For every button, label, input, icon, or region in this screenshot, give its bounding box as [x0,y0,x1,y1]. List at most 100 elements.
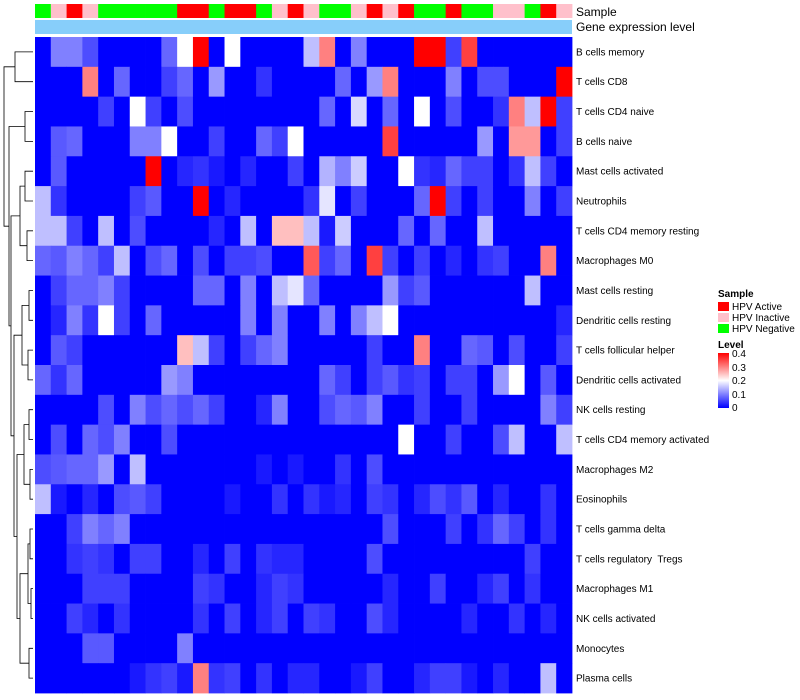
heatmap-cell-t-cells-cd4-naive-27 [445,96,462,127]
heatmap-cell-nk-cells-resting-11 [192,394,210,426]
heatmap-cell-t-cells-gamma-delta-18 [303,514,320,545]
heatmap-cell-macrophages-m1-9 [161,573,178,604]
sample-legend-title: Sample [718,289,754,300]
row-label-t-cells-cd4-naive: T cells CD4 naive [576,107,655,118]
heatmap-cell-dendritic-cells-resting-30 [493,305,510,336]
heatmap-cell-t-cells-cd8-13 [224,66,241,98]
heatmap-cell-t-cells-follicular-helper-34 [556,335,573,366]
heatmap-cell-mast-cells-activated-9 [161,156,178,187]
heatmap-cell-macrophages-m1-15 [256,573,273,604]
heatmap-cell-b-cells-memory-7 [129,37,146,68]
heatmap-cell-mast-cells-resting-29 [477,275,494,306]
heatmap-cell-dendritic-cells-resting-11 [192,305,210,336]
heatmap-cell-t-cells-gamma-delta-8 [145,514,162,545]
heatmap-cell-b-cells-naive-18 [303,126,320,157]
heatmap-cell-b-cells-memory-19 [319,37,336,68]
legend-swatch-hpv-active [718,302,729,311]
sample-cell-31-hpv-inactive [508,4,526,18]
heatmap-cell-macrophages-m1-10 [177,573,194,604]
heatmap-cell-dendritic-cells-activated-8 [145,365,162,396]
heatmap-cell-t-cells-cd8-32 [524,66,541,98]
sample-cell-5-hpv-negative [98,4,115,18]
heatmap-cell-nk-cells-resting-22 [366,394,383,426]
heatmap-cell-monocytes-4 [82,633,99,664]
heatmap-cell-eosinophils-27 [445,484,462,515]
heatmap-cell-mast-cells-resting-2 [50,275,67,306]
heatmap-cell-macrophages-m2-1 [35,454,52,485]
heatmap-cell-nk-cells-resting-30 [493,394,510,426]
heatmap-cell-mast-cells-activated-15 [256,156,273,187]
heatmap-cell-mast-cells-activated-33 [540,156,557,187]
heatmap-cell-t-cells-follicular-helper-10 [177,335,194,366]
heatmap-cell-t-cells-gamma-delta-23 [382,514,399,545]
dendrogram-branch [27,543,31,604]
heatmap-cell-macrophages-m2-10 [177,454,194,485]
heatmap-cell-neutrophils-15 [256,186,273,217]
heatmap-cell-dendritic-cells-activated-7 [129,365,146,396]
heatmap-cell-t-cells-cd4-memory-resting-26 [429,215,447,247]
heatmap-cell-monocytes-16 [271,633,289,664]
heatmap-cell-plasma-cells-8 [145,663,162,694]
heatmap-cell-b-cells-naive-33 [540,126,557,157]
sample-cell-34-hpv-inactive [556,4,573,18]
sample-cell-29-hpv-negative [477,4,494,18]
heatmap-cell-eosinophils-3 [66,484,83,515]
heatmap-cell-b-cells-naive-24 [398,126,415,157]
legend-swatch-hpv-negative [718,324,729,333]
heatmap-cell-plasma-cells-14 [240,663,257,694]
heatmap-cell-t-cells-cd8-29 [477,66,494,98]
heatmap-cell-t-cells-cd4-memory-activated-29 [477,424,494,455]
heatmap-cell-t-cells-cd8-15 [256,66,273,98]
heatmap-cell-mast-cells-resting-15 [256,275,273,306]
heatmap-cell-monocytes-23 [382,633,399,664]
sample-cell-14-hpv-active [240,4,257,18]
heatmap-cell-mast-cells-resting-12 [208,275,225,306]
sample-cell-19-hpv-negative [319,4,336,18]
heatmap-cell-t-cells-cd8-10 [177,66,194,98]
heatmap-cell-mast-cells-resting-24 [398,275,415,306]
heatmap-cell-mast-cells-activated-21 [350,156,368,187]
heatmap-cell-dendritic-cells-resting-13 [224,305,241,336]
heatmap-cell-t-cells-gamma-delta-6 [113,514,131,545]
heatmap-cell-t-cells-follicular-helper-21 [350,335,368,366]
sample-cell-11-hpv-active [192,4,210,18]
heatmap-cell-mast-cells-activated-2 [50,156,67,187]
heatmap-cell-t-cells-cd4-memory-activated-31 [508,424,526,455]
heatmap-cell-macrophages-m1-23 [382,573,399,604]
heatmap-cell-b-cells-naive-22 [366,126,383,157]
heatmap-cell-neutrophils-7 [129,186,146,217]
heatmap-cell-t-cells-cd4-memory-resting-30 [493,215,510,247]
heatmap-cell-plasma-cells-28 [461,663,478,694]
heatmap-cell-macrophages-m2-27 [445,454,462,485]
heatmap-cell-t-cells-cd4-memory-activated-21 [350,424,368,455]
heatmap-cell-t-cells-cd8-18 [303,66,320,98]
heatmap-cell-macrophages-m0-21 [350,245,368,276]
heatmap-cell-b-cells-memory-23 [382,37,399,68]
heatmap-cell-plasma-cells-31 [508,663,526,694]
heatmap-cell-eosinophils-26 [429,484,447,515]
heatmap-cell-dendritic-cells-activated-26 [429,365,447,396]
heatmap-cell-t-cells-regulatory-tregs-11 [192,543,210,575]
heatmap-cell-b-cells-memory-34 [556,37,573,68]
heatmap-cell-mast-cells-resting-33 [540,275,557,306]
heatmap-cell-t-cells-follicular-helper-14 [240,335,257,366]
heatmap-cell-neutrophils-31 [508,186,526,217]
dendrogram-branch [27,349,33,381]
heatmap-cell-t-cells-follicular-helper-33 [540,335,557,366]
heatmap-cell-t-cells-regulatory-tregs-27 [445,543,462,575]
heatmap-cell-b-cells-naive-12 [208,126,225,157]
heatmap-cell-macrophages-m1-26 [429,573,447,604]
heatmap-cell-nk-cells-activated-3 [66,603,83,634]
heatmap-cell-t-cells-cd4-memory-resting-4 [82,215,99,247]
heatmap-cell-macrophages-m1-7 [129,573,146,604]
heatmap-cell-dendritic-cells-activated-12 [208,365,225,396]
heatmap-cell-t-cells-gamma-delta-10 [177,514,194,545]
heatmap-cell-monocytes-26 [429,633,447,664]
heatmap-cell-t-cells-gamma-delta-12 [208,514,225,545]
heatmap-cell-mast-cells-activated-30 [493,156,510,187]
heatmap-cell-dendritic-cells-resting-33 [540,305,557,336]
heatmap-cell-monocytes-11 [192,633,210,664]
heatmap-cell-nk-cells-resting-3 [66,394,83,426]
heatmap-cell-mast-cells-activated-19 [319,156,336,187]
heatmap-cell-macrophages-m0-1 [35,245,52,276]
